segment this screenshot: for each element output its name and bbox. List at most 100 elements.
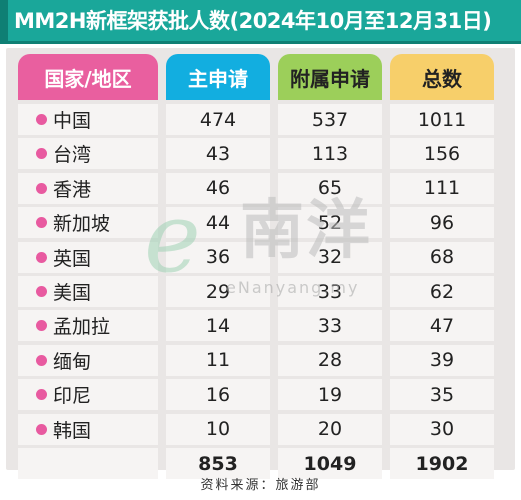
dependent-value-cell: 33 <box>278 276 382 307</box>
row-cell-bg <box>278 379 382 411</box>
dependent-value-cell: 113 <box>278 138 382 169</box>
total-total-cell: 1902 <box>390 448 494 479</box>
country-label: 香港 <box>53 178 92 201</box>
source-note: 资料来源：旅游部 <box>200 478 321 493</box>
country-label: 台湾 <box>53 144 92 167</box>
dependent-value: 113 <box>311 142 349 165</box>
row-cell-bg <box>390 207 494 239</box>
total-value-cell: 47 <box>390 310 494 341</box>
total-value-cell: 39 <box>390 345 494 376</box>
country-cell: 缅甸 <box>18 345 158 376</box>
total-value-cell: 156 <box>390 138 494 169</box>
country-cell: 孟加拉 <box>18 310 158 341</box>
country-cell: 香港 <box>18 173 158 204</box>
main-value-cell: 43 <box>166 138 270 169</box>
total-main-cell: 853 <box>166 448 270 479</box>
header-dependent: 附属申请 <box>278 54 382 100</box>
total-dependent-value: 1049 <box>303 452 357 475</box>
dependent-value: 33 <box>317 280 343 303</box>
country-label: 中国 <box>53 110 92 132</box>
row-cell-bg <box>278 276 382 307</box>
title-bar: MM2H新框架获批人数(2024年10月至12月31日) <box>0 0 521 44</box>
country-cell: 韩国 <box>18 414 158 445</box>
bullet-dot-icon <box>36 389 47 401</box>
country-label: 新加坡 <box>53 213 111 236</box>
country-label: 印尼 <box>53 385 92 408</box>
main-value: 44 <box>205 211 231 234</box>
total-value: 47 <box>429 314 455 337</box>
country-cell: 台湾 <box>18 138 158 169</box>
total-cell-bg <box>18 448 158 479</box>
total-value-cell: 68 <box>390 242 494 273</box>
row-cell-bg <box>166 172 270 204</box>
dependent-value-cell: 52 <box>278 207 382 238</box>
header-country: 国家/地区 <box>18 54 158 100</box>
main-value: 10 <box>205 418 231 441</box>
country-label: 孟加拉 <box>53 316 111 339</box>
total-value: 1011 <box>417 108 467 131</box>
main-value-cell: 474 <box>166 104 270 135</box>
row-cell-bg <box>278 138 382 170</box>
total-value: 111 <box>423 177 461 200</box>
main-value: 16 <box>205 383 231 406</box>
total-value-cell: 111 <box>390 173 494 204</box>
total-value-cell: 30 <box>390 414 494 445</box>
country-label: 缅甸 <box>53 350 92 373</box>
row-cell-bg <box>390 344 494 376</box>
bullet-dot-icon <box>36 354 47 366</box>
country-cell: 新加坡 <box>18 207 158 238</box>
country-cell: 美国 <box>18 276 158 307</box>
bullet-dot-icon <box>36 217 47 229</box>
country-cell: 印尼 <box>18 379 158 410</box>
main-value-cell: 44 <box>166 207 270 238</box>
bullet-dot-icon <box>36 148 47 160</box>
main-value-cell: 10 <box>166 414 270 445</box>
chart-title: MM2H新框架获批人数(2024年10月至12月31日) <box>14 9 492 33</box>
row-cell-bg <box>278 207 382 239</box>
row-cell-bg <box>166 138 270 170</box>
dependent-value-cell: 32 <box>278 242 382 273</box>
total-value: 68 <box>429 246 455 269</box>
row-cell-bg <box>166 413 270 445</box>
row-cell-bg <box>390 241 494 273</box>
country-label: 美国 <box>53 282 92 304</box>
dependent-value-cell: 28 <box>278 345 382 376</box>
dependent-value-cell: 20 <box>278 414 382 445</box>
main-value: 43 <box>205 142 231 165</box>
row-cell-bg <box>390 379 494 411</box>
row-cell-bg <box>390 413 494 445</box>
total-value: 62 <box>429 280 455 303</box>
total-value-cell: 1011 <box>390 104 494 135</box>
main-value: 11 <box>205 349 231 372</box>
dependent-value: 52 <box>317 211 343 234</box>
row-cell-bg <box>278 413 382 445</box>
row-cell-bg <box>390 310 494 342</box>
row-cell-bg <box>278 310 382 342</box>
main-value-cell: 14 <box>166 310 270 341</box>
main-value-cell: 46 <box>166 173 270 204</box>
main-value: 46 <box>205 177 231 200</box>
row-cell-bg <box>278 344 382 376</box>
header-total: 总数 <box>390 54 494 100</box>
total-total-value: 1902 <box>415 452 469 475</box>
row-cell-bg <box>278 172 382 204</box>
total-value-cell: 96 <box>390 207 494 238</box>
total-value-cell: 62 <box>390 276 494 307</box>
row-cell-bg <box>390 138 494 170</box>
main-value-cell: 16 <box>166 379 270 410</box>
country-label: 英国 <box>53 247 92 270</box>
row-cell-bg <box>166 104 270 135</box>
country-label: 韩国 <box>53 419 92 442</box>
dependent-value-cell: 65 <box>278 173 382 204</box>
dependent-value: 33 <box>317 314 343 337</box>
main-value-cell: 11 <box>166 345 270 376</box>
dependent-value: 65 <box>317 177 343 200</box>
bullet-dot-icon <box>36 286 47 297</box>
dependent-value: 28 <box>317 349 343 372</box>
bullet-dot-icon <box>36 182 47 194</box>
dependent-value: 537 <box>311 108 349 131</box>
dependent-value-cell: 19 <box>278 379 382 410</box>
total-value: 30 <box>429 418 455 441</box>
row-cell-bg <box>166 207 270 239</box>
total-cell-bg <box>166 448 270 479</box>
